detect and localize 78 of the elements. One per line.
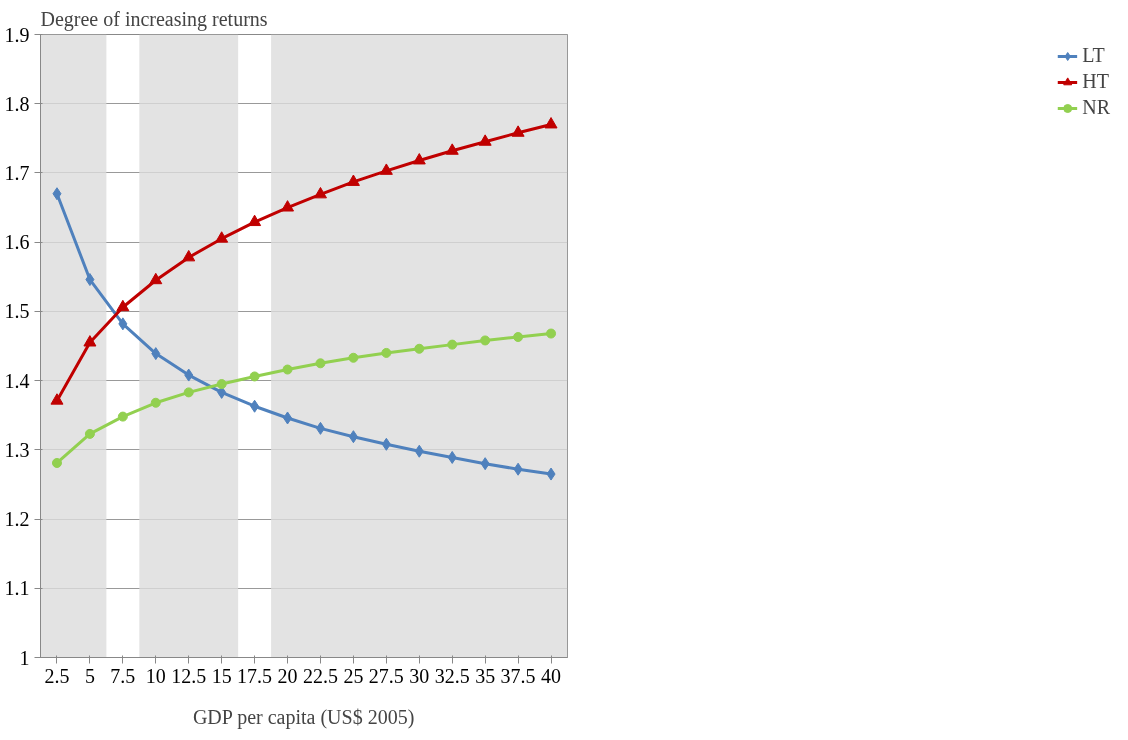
legend-label: NR xyxy=(1082,96,1110,119)
x-tick-label: 25 xyxy=(343,664,364,687)
x-axis-title: GDP per capita (US$ 2005) xyxy=(192,705,415,729)
point xyxy=(513,332,524,342)
point xyxy=(183,387,194,398)
y-tick-label: 1.1 xyxy=(4,577,30,600)
point xyxy=(52,187,62,201)
point xyxy=(84,428,95,439)
legend-label: LT xyxy=(1082,44,1105,67)
x-tick-label: 37.5 xyxy=(500,664,536,687)
point xyxy=(480,457,490,471)
point xyxy=(250,399,260,413)
point xyxy=(348,352,359,363)
point xyxy=(283,411,293,425)
point xyxy=(513,462,523,476)
y-tick-label: 1.9 xyxy=(4,23,30,46)
x-tick-label: 20 xyxy=(277,664,298,687)
point xyxy=(249,371,260,382)
x-tick-label: 35 xyxy=(475,664,496,687)
point xyxy=(315,421,325,435)
x-tick-label: 12.5 xyxy=(171,664,207,687)
x-tick-label: 27.5 xyxy=(368,664,404,687)
point xyxy=(85,273,95,287)
point xyxy=(478,134,492,146)
point xyxy=(50,393,64,405)
y-tick-label: 1.2 xyxy=(4,508,30,531)
point xyxy=(414,444,424,458)
point xyxy=(282,364,293,375)
point xyxy=(281,200,295,212)
point xyxy=(447,450,457,464)
point xyxy=(151,347,161,361)
point xyxy=(150,397,161,408)
y-tick-label: 1.7 xyxy=(4,161,30,184)
point xyxy=(544,117,558,129)
point xyxy=(83,335,97,347)
y-tick-label: 1.8 xyxy=(4,92,30,115)
point xyxy=(379,163,393,175)
x-tick-label: 7.5 xyxy=(110,664,136,687)
y-tick-label: 1 xyxy=(19,646,30,669)
point xyxy=(511,125,525,137)
point xyxy=(315,358,326,369)
point xyxy=(447,339,458,350)
point xyxy=(414,343,425,354)
point xyxy=(412,153,426,165)
x-tick-label: 17.5 xyxy=(237,664,273,687)
legend-label: HT xyxy=(1082,70,1109,93)
y-tick-label: 1.3 xyxy=(4,438,30,461)
point xyxy=(248,214,262,227)
point xyxy=(313,186,327,199)
x-tick-label: 10 xyxy=(145,664,166,687)
point xyxy=(116,299,130,312)
y-axis-title: Degree of increasing returns xyxy=(40,7,268,31)
y-tick-label: 1.5 xyxy=(4,300,30,323)
x-tick-label: 22.5 xyxy=(302,664,338,687)
point xyxy=(381,347,392,358)
point xyxy=(117,411,128,422)
x-tick-label: 32.5 xyxy=(434,664,470,687)
point xyxy=(215,231,229,243)
x-tick-label: 5 xyxy=(84,664,95,687)
point xyxy=(118,317,128,331)
point xyxy=(184,368,194,382)
x-tick-label: 15 xyxy=(211,664,232,687)
point xyxy=(381,437,391,451)
x-tick-label: 30 xyxy=(409,664,430,687)
point xyxy=(346,174,360,186)
x-tick-label: 2.5 xyxy=(44,664,70,687)
point xyxy=(546,328,557,339)
point xyxy=(546,467,556,481)
point xyxy=(149,272,163,285)
point xyxy=(445,143,459,155)
point xyxy=(480,335,491,346)
point xyxy=(348,430,358,444)
point xyxy=(51,457,62,468)
point xyxy=(182,249,196,262)
point xyxy=(216,379,227,390)
y-tick-label: 1.6 xyxy=(4,231,30,254)
x-tick-label: 40 xyxy=(541,664,562,687)
y-tick-label: 1.4 xyxy=(4,369,30,392)
